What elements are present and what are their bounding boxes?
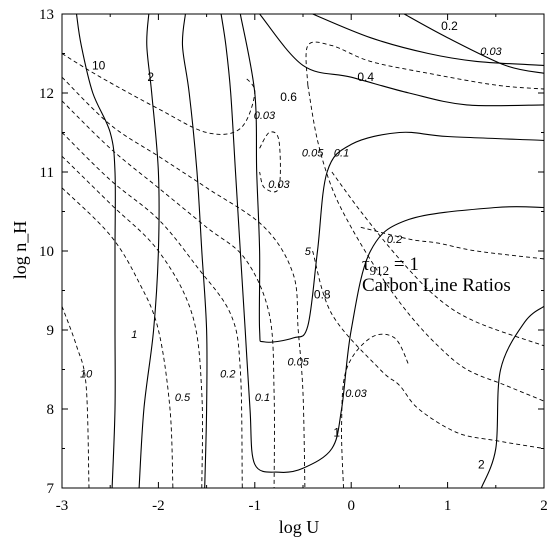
dashed-contour-line xyxy=(61,306,90,489)
dashed-contour-label: 0.03 xyxy=(254,110,276,122)
tau-annotation: τ912 = 1 xyxy=(362,254,419,278)
y-tick-labels: 7 8 9 10 11 12 13 xyxy=(39,7,55,497)
y-axis-title: log n_H xyxy=(10,221,30,280)
dashed-contour-line xyxy=(61,132,243,489)
y-tick-label: 13 xyxy=(39,7,54,23)
carbon-line-ratios-annotation: Carbon Line Ratios xyxy=(362,275,511,296)
dashed-contour-line xyxy=(61,155,203,489)
y-tick-label: 9 xyxy=(47,323,55,339)
solid-contour-line xyxy=(239,13,545,343)
solid-contour-line xyxy=(403,13,545,74)
y-tick-label: 10 xyxy=(39,244,54,260)
dashed-contour-line xyxy=(61,76,306,489)
x-axis-title: log U xyxy=(279,517,320,537)
solid-contour-line xyxy=(312,13,545,66)
solid-contour-label: 2 xyxy=(147,70,154,84)
dashed-contour-line xyxy=(305,41,545,90)
dashed-contour-label: 5 xyxy=(305,246,312,258)
x-tick-label: 0 xyxy=(347,498,355,514)
dashed-contour-line xyxy=(360,226,545,260)
dashed-contour-line xyxy=(61,187,174,489)
x-axis-title-text: log U xyxy=(279,517,320,537)
dashed-contour-line xyxy=(61,100,275,489)
dashed-contour-label: 0.1 xyxy=(255,392,270,404)
solid-contour-line xyxy=(220,13,545,473)
solid-contour-line xyxy=(75,13,116,489)
solid-contour-label: 0.4 xyxy=(357,70,374,84)
x-tick-label: 1 xyxy=(444,498,452,514)
tau-subscript: 912 xyxy=(370,263,390,278)
solid-contour-label: 10 xyxy=(92,58,106,72)
dashed-contour-label: 0.03 xyxy=(268,179,290,191)
dashed-contour-label: 0.1 xyxy=(334,147,349,159)
solid-contour-label: 2 xyxy=(478,457,485,471)
dashed-contour-label: 0.2 xyxy=(387,234,402,246)
contour-lines xyxy=(61,13,545,489)
dashed-contour-line xyxy=(259,131,281,193)
dashed-contour-line xyxy=(61,53,256,135)
solid-contour-line xyxy=(138,13,160,489)
dashed-contour-label: 0.05 xyxy=(302,147,324,159)
x-tick-labels: -3 -2 -1 0 1 2 xyxy=(56,498,548,514)
y-tick-label: 7 xyxy=(47,481,55,497)
solid-contour-label: 0.6 xyxy=(280,90,297,104)
solid-contour-label: 0.2 xyxy=(441,19,458,33)
dashed-contour-label: 0.5 xyxy=(175,392,191,404)
solid-contour-line xyxy=(259,13,545,107)
dashed-contour-label: 0.05 xyxy=(287,357,309,369)
y-axis-title-text: log n_H xyxy=(10,221,30,280)
axis-ticks xyxy=(61,13,545,489)
y-tick-label: 11 xyxy=(40,165,54,181)
dashed-contour-label: 0.2 xyxy=(220,368,235,380)
dashed-contour-line xyxy=(331,171,545,347)
dashed-contour-line xyxy=(312,250,545,449)
dashed-contour-line xyxy=(341,333,410,489)
x-tick-label: 2 xyxy=(540,498,548,514)
dashed-contour-label: 0.03 xyxy=(345,388,367,400)
dashed-contour-label: 0.03 xyxy=(480,46,502,58)
dashed-contour-label: 10 xyxy=(80,368,93,380)
x-tick-label: -1 xyxy=(249,498,262,514)
y-tick-label: 8 xyxy=(47,402,55,418)
solid-contour-label: 1 xyxy=(333,426,340,440)
solid-contour-line xyxy=(480,305,545,489)
dashed-contour-line xyxy=(307,85,545,402)
y-tick-label: 12 xyxy=(39,86,54,102)
contour-labels: 10 2 0.2 0.4 0.6 0.8 1 2 0.03 0.03 0.05 0.1 0.03 0.2 0… xyxy=(80,19,503,471)
x-tick-label: -2 xyxy=(152,498,165,514)
x-tick-label: -3 xyxy=(56,498,69,514)
solid-contour-line xyxy=(181,13,208,489)
solid-contour-label: 0.8 xyxy=(314,287,331,301)
tau-symbol: τ xyxy=(362,254,370,275)
plot-frame xyxy=(61,13,545,489)
dashed-contour-label: 1 xyxy=(131,329,137,341)
tau-equals: = 1 xyxy=(389,254,419,275)
